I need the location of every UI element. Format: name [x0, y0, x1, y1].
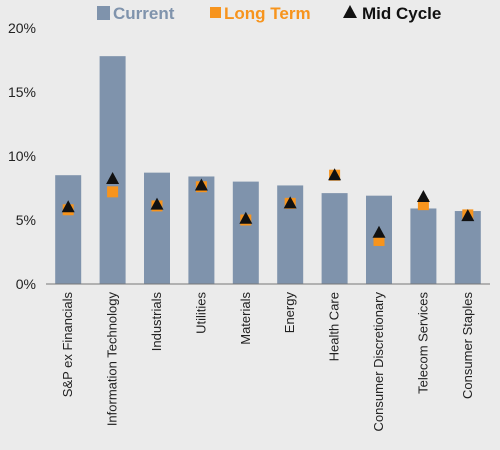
bar-current — [188, 176, 215, 284]
marker-mid-cycle — [416, 189, 430, 202]
marker-mid-cycle — [61, 200, 75, 213]
y-tick-label: 5% — [16, 212, 36, 228]
x-category-label: Telecom Services — [415, 292, 430, 394]
legend-mid-cycle-marker — [343, 5, 357, 18]
y-tick-label: 0% — [16, 276, 36, 292]
x-category-label: Information Technology — [105, 292, 120, 427]
marker-mid-cycle — [194, 178, 208, 191]
x-category-label: Industrials — [149, 292, 164, 352]
legend-current-swatch — [97, 6, 110, 20]
legend: Current Long Term Mid Cycle — [97, 4, 441, 23]
y-tick-label: 10% — [8, 148, 36, 164]
bars — [55, 56, 481, 284]
marker-long-term — [107, 186, 119, 198]
bar-current — [144, 172, 170, 284]
markers — [61, 168, 475, 246]
category-labels: S&P ex Financials Information Technology I… — [60, 292, 475, 432]
marker-mid-cycle — [461, 209, 475, 222]
x-category-label: Utilities — [193, 292, 208, 334]
bar-current — [454, 211, 481, 284]
bar-current — [55, 175, 82, 284]
marker-mid-cycle — [283, 196, 297, 209]
y-tick-label: 15% — [8, 84, 36, 100]
x-category-label: Consumer Staples — [460, 292, 475, 399]
x-category-label: Consumer Discretionary — [371, 292, 386, 432]
marker-mid-cycle — [106, 172, 120, 185]
legend-mid-cycle-label: Mid Cycle — [362, 4, 441, 23]
marker-mid-cycle — [239, 211, 253, 224]
x-category-label: Energy — [282, 292, 297, 334]
x-category-label: S&P ex Financials — [60, 292, 75, 398]
legend-long-term-label: Long Term — [224, 4, 311, 23]
legend-long-term-swatch — [210, 7, 221, 18]
bar-current — [410, 208, 437, 284]
x-category-label: Materials — [238, 292, 253, 345]
marker-mid-cycle — [328, 168, 342, 181]
marker-long-term — [417, 199, 429, 211]
marker-mid-cycle — [150, 197, 164, 210]
legend-current-label: Current — [113, 4, 175, 23]
y-tick-label: 20% — [8, 20, 36, 36]
bar-current — [232, 181, 259, 284]
x-category-label: Health Care — [327, 292, 342, 361]
y-axis-ticks: 0% 5% 10% 15% 20% — [8, 20, 36, 292]
marker-mid-cycle — [372, 225, 386, 238]
bar-current — [99, 56, 126, 284]
marker-long-term — [373, 234, 385, 246]
bar-current — [321, 193, 348, 284]
